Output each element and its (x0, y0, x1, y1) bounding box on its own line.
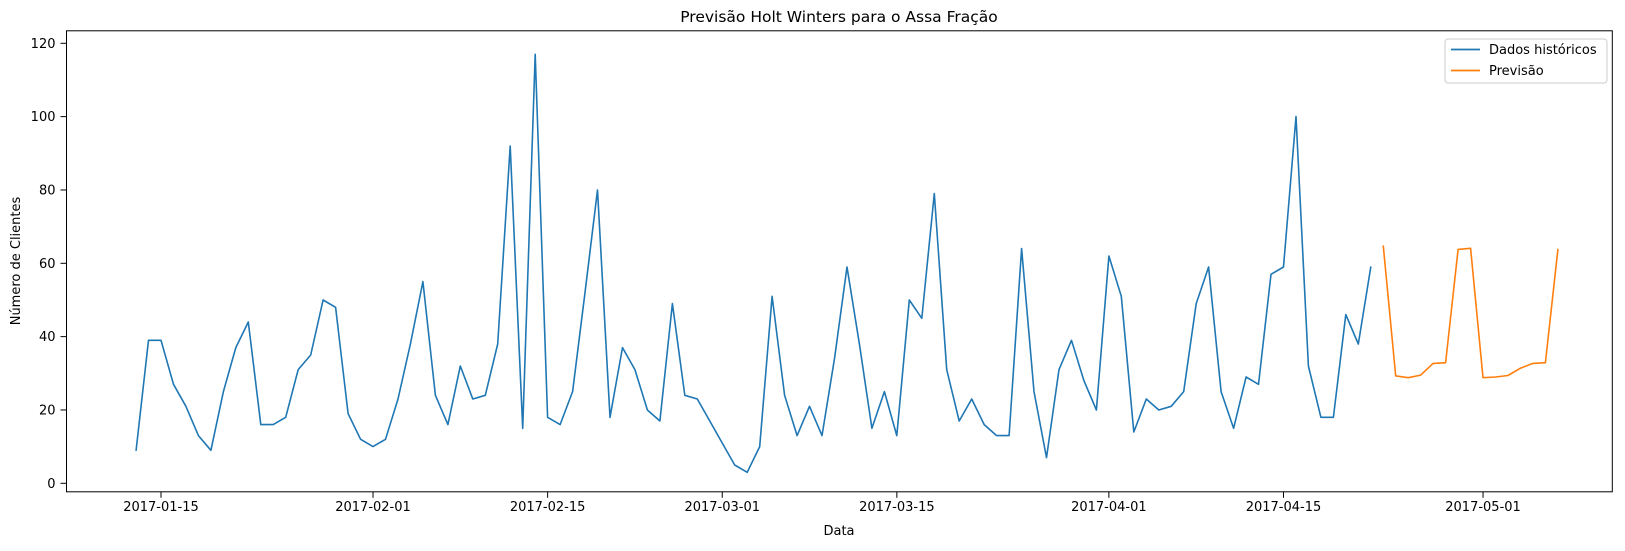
y-axis-ticks: 0 20 40 60 80 100 120 (31, 37, 67, 492)
y-tick-label: 80 (39, 183, 56, 198)
historical-series-line (135, 53, 1372, 474)
y-axis-label: Número de Clientes (9, 196, 24, 325)
x-tick-label: 2017-03-15 (859, 500, 935, 515)
x-axis-ticks: 2017-01-15 2017-02-01 2017-02-15 2017-03-01… (123, 491, 1521, 515)
x-tick-label: 2017-04-15 (1246, 500, 1322, 515)
legend: Dados históricos Previsão (1444, 38, 1608, 84)
chart-title: Previsão Holt Winters para o Assa Fração (680, 8, 998, 26)
y-tick-label: 20 (39, 403, 56, 418)
x-tick-label: 2017-02-15 (510, 500, 586, 515)
y-tick-label: 120 (31, 37, 56, 52)
x-tick-label: 2017-04-01 (1071, 500, 1147, 515)
legend-label-historical: Dados históricos (1489, 43, 1597, 58)
legend-box (1444, 38, 1608, 84)
y-tick-label: 0 (47, 477, 55, 492)
forecast-series-line (1382, 245, 1559, 379)
legend-label-forecast: Previsão (1489, 64, 1544, 79)
y-tick-label: 40 (39, 330, 56, 345)
y-tick-label: 100 (31, 110, 56, 125)
y-tick-label: 60 (39, 257, 56, 272)
x-tick-label: 2017-02-01 (335, 500, 411, 515)
x-axis-label: Data (823, 524, 854, 539)
x-tick-label: 2017-05-01 (1445, 500, 1521, 515)
x-tick-label: 2017-03-01 (684, 500, 760, 515)
x-tick-label: 2017-01-15 (123, 500, 199, 515)
plot-area (66, 30, 1613, 493)
